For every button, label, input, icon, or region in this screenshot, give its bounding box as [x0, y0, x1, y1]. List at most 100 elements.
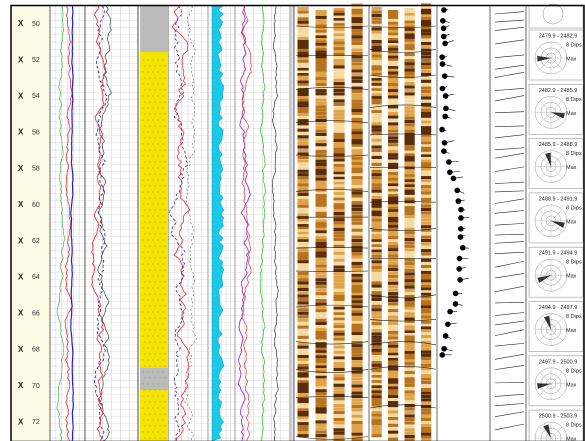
lithology-dot	[144, 341, 146, 343]
image-pixel	[297, 231, 309, 235]
image-pixel	[297, 260, 309, 264]
image-pixel	[315, 68, 327, 72]
lithology-dot	[144, 329, 146, 331]
stick	[494, 147, 525, 151]
image-pixel	[333, 203, 345, 207]
image-pixel	[333, 383, 345, 387]
image-pixel	[388, 315, 399, 319]
image-pixel	[388, 40, 399, 44]
image-pixel	[297, 269, 309, 273]
log-curve	[70, 5, 75, 441]
rose-spoke	[550, 220, 563, 233]
rose-panel	[528, 5, 584, 29]
lithology-dot	[159, 425, 161, 427]
image-pixel	[421, 120, 432, 124]
image-pixel	[351, 282, 363, 286]
image-pixel	[388, 162, 399, 167]
image-pixel	[315, 350, 327, 354]
lithology-dot	[159, 197, 161, 199]
image-pixel	[421, 20, 432, 24]
well-label: X	[18, 273, 24, 282]
depth-label: 72	[32, 419, 40, 426]
image-pixel	[404, 141, 415, 146]
lithology-dot	[157, 299, 159, 301]
image-pixel	[404, 241, 415, 245]
image-pixel	[315, 118, 327, 123]
image-pixel	[297, 125, 309, 129]
image-pixel	[297, 246, 309, 251]
image-pixel	[404, 255, 415, 259]
lithology-dot	[149, 413, 151, 415]
lithology-dot	[152, 239, 154, 241]
image-pixel	[421, 11, 432, 15]
image-pixel	[297, 301, 309, 305]
image-pixel	[371, 380, 382, 384]
rose-max: Max	[566, 328, 577, 334]
lithology-dot	[147, 179, 149, 181]
image-pixel	[351, 201, 363, 205]
image-pixel	[297, 254, 309, 259]
image-pixel	[371, 33, 382, 37]
rose-spoke	[539, 57, 552, 70]
image-pixel	[388, 264, 399, 268]
image-pixel	[421, 111, 432, 116]
image-pixel	[315, 98, 327, 102]
lithology-dot	[157, 95, 159, 97]
image-pixel	[404, 106, 415, 110]
image-pixel	[351, 438, 363, 441]
image-pixel	[333, 410, 345, 415]
lithology-dot	[164, 173, 166, 175]
image-pixel	[421, 279, 432, 283]
stick	[494, 19, 525, 23]
image-pixel	[315, 239, 327, 243]
image-pixel	[297, 398, 309, 402]
image-pixel	[297, 216, 309, 220]
dip-sinusoid	[369, 319, 437, 322]
image-pixel	[404, 424, 415, 429]
image-pixel	[404, 7, 415, 12]
image-pixel	[315, 35, 327, 39]
image-pixel	[371, 85, 382, 89]
image-pixel	[421, 128, 432, 133]
lithology-dot	[162, 335, 164, 337]
lithology-dot	[159, 161, 161, 163]
rose-spoke	[550, 383, 563, 396]
image-pixel	[351, 141, 363, 145]
lithology-dot	[152, 383, 154, 385]
image-pixel	[333, 268, 345, 273]
lithology-dot	[152, 83, 154, 85]
image-pixel	[333, 102, 345, 106]
image-pixel	[351, 211, 363, 215]
lithology-dot	[159, 137, 161, 139]
image-pixel	[388, 68, 399, 72]
image-pixel	[404, 221, 415, 225]
lithology-dot	[142, 203, 144, 205]
image-pixel	[351, 117, 363, 122]
image-pixel	[315, 171, 327, 176]
lithology-dot	[147, 191, 149, 193]
lithology-dot	[162, 287, 164, 289]
image-pixel	[371, 51, 382, 55]
image-pixel	[388, 66, 399, 70]
image-pixel	[333, 126, 345, 130]
tadpole	[443, 105, 449, 112]
lithology-dot	[157, 407, 159, 409]
lithology-dot	[149, 233, 151, 235]
image-pixel	[351, 264, 363, 269]
lithology-dot	[142, 299, 144, 301]
depth-label: 66	[32, 310, 40, 317]
image-pixel	[297, 152, 309, 156]
image-pixel	[351, 11, 363, 15]
image-pixel	[421, 228, 432, 232]
image-pixel	[388, 254, 399, 258]
lithology-dot	[164, 329, 166, 331]
lithology-dot	[149, 329, 151, 331]
image-pixel	[371, 75, 382, 79]
image-pixel	[333, 7, 345, 12]
image-pixel	[297, 176, 309, 180]
image-pixel	[333, 431, 345, 435]
image-pixel	[388, 404, 399, 408]
lithology-dot	[147, 299, 149, 301]
image-pixel	[371, 405, 382, 409]
image-pixel	[388, 339, 399, 343]
